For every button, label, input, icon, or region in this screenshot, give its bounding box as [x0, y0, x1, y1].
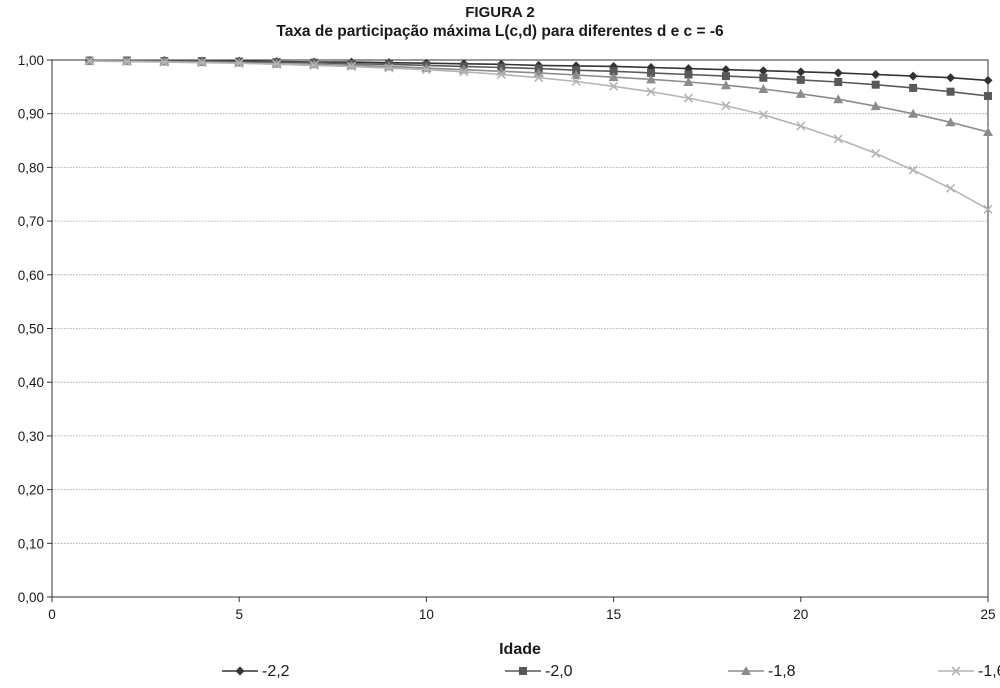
data-point — [796, 67, 806, 77]
series-3 — [84, 56, 993, 136]
data-point — [758, 66, 768, 76]
y-tick-label: 0,80 — [18, 160, 44, 175]
data-point — [795, 88, 806, 98]
data-point — [796, 121, 806, 131]
figure-label: FIGURA 2 — [465, 4, 535, 21]
data-point — [946, 87, 955, 96]
data-point — [946, 73, 956, 83]
data-point — [197, 58, 207, 68]
data-point — [608, 72, 619, 82]
data-point — [346, 61, 357, 72]
data-point — [871, 69, 881, 79]
y-tick-label: 0,20 — [18, 483, 44, 498]
data-point — [683, 77, 694, 87]
data-point — [833, 68, 843, 78]
x-tick-label: 0 — [48, 607, 56, 622]
y-axis-ticks: 0,00 0,10 0,20 0,30 0,40 0,50 0,60 0,70 0,80 0,90… — [18, 53, 52, 605]
data-point — [272, 59, 282, 69]
data-point — [309, 60, 319, 70]
y-tick-label: 0,90 — [18, 107, 44, 122]
data-point — [646, 74, 657, 84]
data-point — [421, 65, 431, 75]
data-point — [870, 101, 881, 111]
data-point — [122, 57, 132, 67]
data-point — [609, 81, 619, 91]
legend-item: -1,8 — [728, 663, 796, 680]
y-tick-label: 0,60 — [18, 268, 44, 283]
data-point — [833, 94, 844, 104]
legend-item: -2,2 — [222, 663, 290, 680]
y-tick-label: 0,30 — [18, 429, 44, 444]
legend-marker — [951, 666, 961, 676]
data-point — [721, 65, 731, 75]
x-tick-label: 20 — [793, 607, 808, 622]
data-point — [571, 76, 581, 87]
y-tick-label: 1,00 — [18, 53, 44, 68]
data-point — [684, 70, 693, 79]
data-point — [871, 80, 880, 89]
data-point — [796, 75, 805, 84]
data-point — [983, 204, 993, 214]
data-point — [647, 68, 656, 77]
y-tick-label: 0,00 — [18, 590, 44, 605]
y-tick-label: 0,70 — [18, 214, 44, 229]
x-axis-ticks: 0 5 10 15 20 25 — [48, 597, 996, 622]
data-point — [384, 63, 394, 73]
data-point — [609, 67, 618, 76]
data-point — [908, 108, 919, 118]
legend-label: -2,0 — [545, 663, 573, 680]
data-point — [758, 110, 768, 120]
x-tick-label: 10 — [419, 607, 434, 622]
chart-title: Taxa de participação máxima L(c,d) para … — [276, 23, 724, 40]
legend-item: -2,0 — [505, 663, 573, 680]
legend: -2,2 -2,0 -1,8 -1,6 — [222, 663, 1000, 680]
series-group — [84, 56, 993, 214]
data-point — [945, 183, 956, 193]
legend-marker — [519, 667, 527, 675]
data-point — [834, 78, 843, 87]
data-point — [234, 58, 244, 68]
legend-label: -2,2 — [262, 663, 290, 680]
gridlines — [52, 113, 988, 544]
data-point — [721, 72, 730, 81]
y-tick-label: 0,10 — [18, 536, 44, 551]
y-tick-label: 0,50 — [18, 322, 44, 337]
data-point — [721, 101, 731, 111]
data-point — [983, 75, 993, 85]
data-point — [945, 117, 956, 127]
data-point — [908, 71, 918, 81]
data-point — [159, 57, 169, 67]
legend-marker — [235, 666, 245, 676]
data-point — [759, 73, 768, 82]
x-axis-title: Idade — [499, 641, 541, 658]
x-tick-label: 25 — [980, 607, 995, 622]
data-point — [908, 165, 918, 175]
data-point — [496, 69, 506, 80]
y-tick-label: 0,40 — [18, 375, 44, 390]
data-point — [833, 134, 843, 144]
x-tick-label: 5 — [235, 607, 243, 622]
data-point — [984, 91, 992, 100]
legend-item: -1,6 — [938, 663, 1000, 680]
data-point — [84, 56, 95, 66]
data-point — [871, 148, 881, 159]
data-point — [683, 93, 694, 103]
data-point — [909, 83, 918, 92]
data-point — [720, 80, 731, 90]
legend-marker — [741, 666, 751, 675]
data-point — [758, 83, 769, 93]
title-block: FIGURA 2 Taxa de participação máxima L(c… — [0, 4, 1000, 42]
data-point — [534, 73, 544, 83]
legend-label: -1,6 — [978, 663, 1000, 680]
data-point — [571, 70, 582, 80]
data-point — [459, 67, 469, 77]
data-point — [646, 87, 656, 97]
x-tick-label: 15 — [606, 607, 621, 622]
legend-label: -1,8 — [768, 663, 796, 680]
data-point — [983, 126, 993, 136]
series-4 — [84, 56, 993, 214]
